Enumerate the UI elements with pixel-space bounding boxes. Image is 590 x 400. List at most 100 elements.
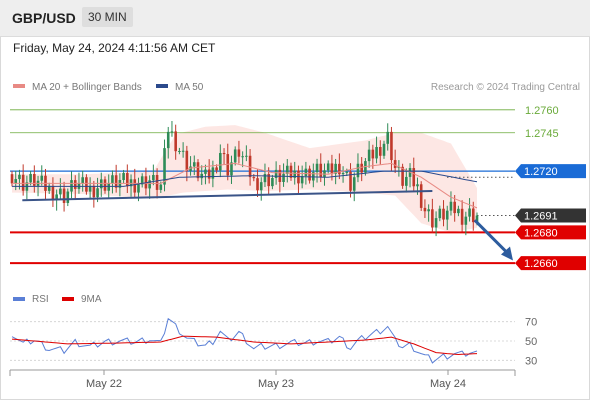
- candle-body: [81, 177, 84, 184]
- candle-body: [293, 170, 297, 178]
- candle-body: [114, 175, 118, 188]
- legend-ma20-label: MA 20 + Bollinger Bands: [32, 82, 142, 93]
- x-tick-label-2: May 23: [258, 378, 294, 390]
- candle-body: [170, 131, 174, 133]
- candle-body: [259, 182, 263, 191]
- candle-body: [207, 169, 211, 179]
- candle-body: [390, 131, 393, 161]
- candle-body: [338, 163, 341, 175]
- candle-body: [427, 209, 430, 212]
- watermark-text: Research © 2024 Trading Central: [431, 82, 580, 93]
- timeframe-button[interactable]: 30 MIN: [82, 7, 133, 27]
- candle-body: [33, 173, 36, 186]
- price-label-pivot: 1.2720: [524, 166, 558, 178]
- candle-body: [129, 179, 133, 187]
- candle-body: [449, 201, 453, 211]
- forecast-arrow-head: [501, 246, 513, 261]
- candle-body: [204, 169, 207, 174]
- candle-body: [445, 210, 449, 220]
- candle-body: [62, 188, 66, 203]
- candle-body: [256, 178, 259, 191]
- candle-body: [233, 149, 237, 163]
- rsi-tick-label-30: 30: [525, 355, 537, 367]
- candle-body: [189, 166, 192, 171]
- candle-body: [88, 185, 92, 192]
- candle-body: [416, 184, 419, 187]
- candle-body: [140, 176, 144, 185]
- candle-body: [367, 149, 371, 162]
- candle-body: [267, 174, 270, 187]
- candle-body: [434, 218, 438, 228]
- candle-body: [96, 188, 99, 198]
- candle-body: [73, 180, 77, 189]
- candle-body: [166, 131, 170, 149]
- candle-body: [55, 194, 58, 201]
- candle-body: [382, 143, 386, 156]
- candle-body: [103, 179, 107, 191]
- price-label-support-1: 1.2680: [524, 227, 558, 239]
- candle-body: [285, 165, 289, 174]
- x-tick-label-3: May 24: [430, 378, 466, 390]
- candle-body: [468, 208, 471, 217]
- price-label-current: 1.2691: [524, 211, 558, 223]
- candle-body: [326, 163, 330, 171]
- candle-body: [59, 188, 62, 195]
- chart-datetime: Friday, May 24, 2024 4:11:56 AM CET: [13, 41, 216, 55]
- candle-body: [423, 207, 427, 212]
- candle-body: [122, 173, 125, 180]
- candle-body: [155, 174, 159, 190]
- candle-body: [393, 160, 397, 169]
- candle-body: [181, 150, 185, 152]
- candle-body: [211, 167, 215, 179]
- forecast-arrow-shaft: [473, 219, 512, 257]
- candle-body: [315, 163, 319, 173]
- price-label-support-2-tag: [515, 256, 586, 271]
- candle-body: [219, 153, 222, 171]
- candle-body: [341, 172, 345, 175]
- trendline: [22, 190, 433, 202]
- candle-body: [159, 184, 163, 190]
- candle-body: [245, 155, 248, 157]
- chart-header: GBP/USD 30 MIN: [0, 0, 590, 37]
- candle-body: [475, 215, 479, 223]
- price-label-resistance-1: 1.2760: [525, 105, 559, 117]
- candle-body: [196, 162, 200, 179]
- candle-body: [222, 153, 226, 155]
- candle-body: [237, 149, 241, 157]
- candle-body: [148, 180, 151, 189]
- candle-body: [431, 209, 434, 228]
- candle-body: [248, 155, 252, 178]
- legend-swatch-ma50: [156, 84, 168, 88]
- candle-body: [419, 184, 423, 208]
- candle-body: [386, 131, 390, 144]
- candle-body: [378, 146, 382, 156]
- candle-body: [360, 163, 363, 173]
- candle-body: [18, 174, 21, 180]
- candle-body: [349, 171, 352, 191]
- candle-body: [185, 150, 189, 171]
- price-label-support-1-tag: [515, 225, 586, 240]
- candle-body: [352, 177, 356, 191]
- candle-body: [126, 173, 129, 187]
- candle-body: [252, 177, 256, 179]
- candle-body: [263, 174, 267, 183]
- legend-ma50-label: MA 50: [175, 82, 204, 93]
- legend-swatch-rsi: [13, 297, 25, 301]
- ma50-line: [12, 170, 478, 187]
- x-tick-label-1: May 22: [86, 378, 122, 390]
- candle-body: [40, 175, 44, 181]
- candle-body: [289, 165, 293, 178]
- candle-body: [319, 163, 323, 178]
- candle-body: [371, 149, 375, 159]
- candle-body: [215, 167, 218, 171]
- candle-body: [405, 176, 408, 186]
- candle-body: [111, 175, 114, 183]
- rsi-tick-label-50: 50: [525, 336, 537, 348]
- candle-body: [85, 177, 88, 192]
- candle-body: [442, 208, 445, 220]
- candle-body: [21, 174, 25, 191]
- candle-body: [178, 150, 181, 152]
- candle-body: [66, 191, 70, 203]
- candle-body: [300, 176, 304, 184]
